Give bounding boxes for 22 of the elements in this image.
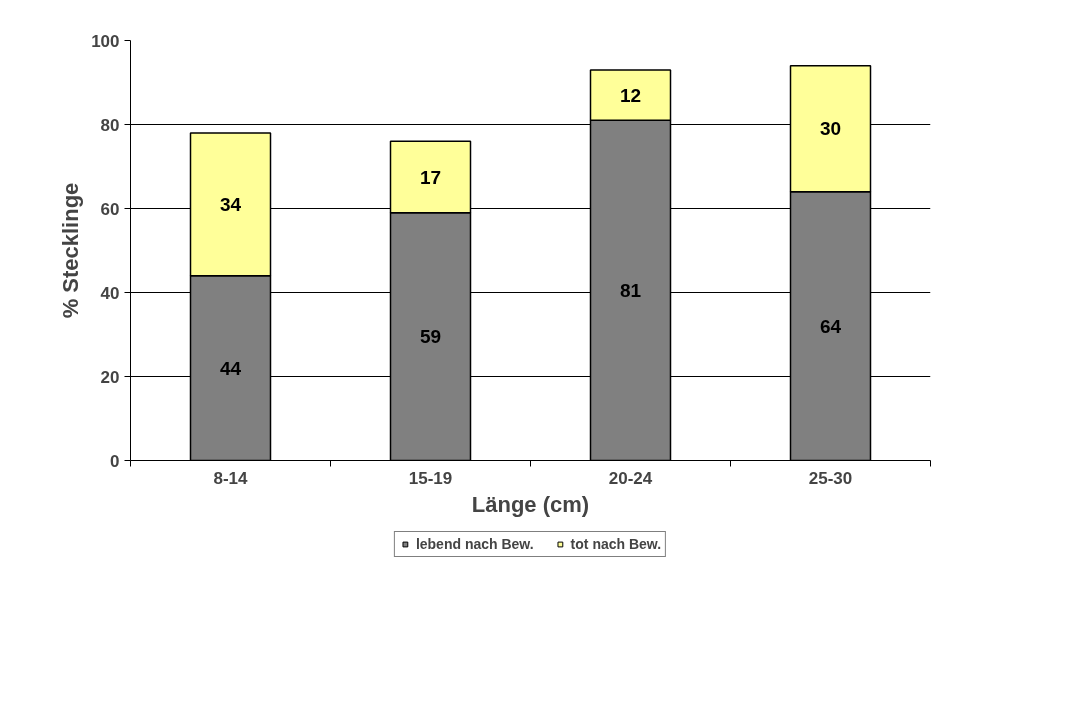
- data-label: 59: [419, 326, 442, 348]
- data-label: 17: [419, 166, 442, 188]
- legend-label: lebend nach Bew.: [415, 536, 534, 552]
- x-tick-label: 20-24: [608, 468, 653, 488]
- x-axis-title: Länge (cm): [471, 491, 590, 517]
- data-label: 34: [219, 193, 242, 215]
- y-tick-label: 20: [100, 367, 120, 387]
- y-tick-label: 100: [91, 31, 120, 51]
- data-label: 81: [619, 279, 642, 301]
- data-label: 64: [819, 315, 842, 337]
- y-tick-label: 80: [100, 115, 120, 135]
- y-tick-label: 0: [110, 451, 120, 471]
- x-tick-label: 15-19: [408, 468, 453, 488]
- x-tick-label: 8-14: [213, 468, 249, 488]
- data-label: 12: [619, 84, 642, 106]
- y-tick-label: 40: [100, 283, 120, 303]
- legend-label: tot nach Bew.: [570, 536, 662, 552]
- y-tick-label: 60: [100, 199, 120, 219]
- y-axis-title: % Stecklinge: [58, 182, 84, 319]
- data-label: 30: [819, 118, 842, 140]
- data-label: 44: [219, 357, 242, 379]
- x-tick-label: 25-30: [808, 468, 853, 488]
